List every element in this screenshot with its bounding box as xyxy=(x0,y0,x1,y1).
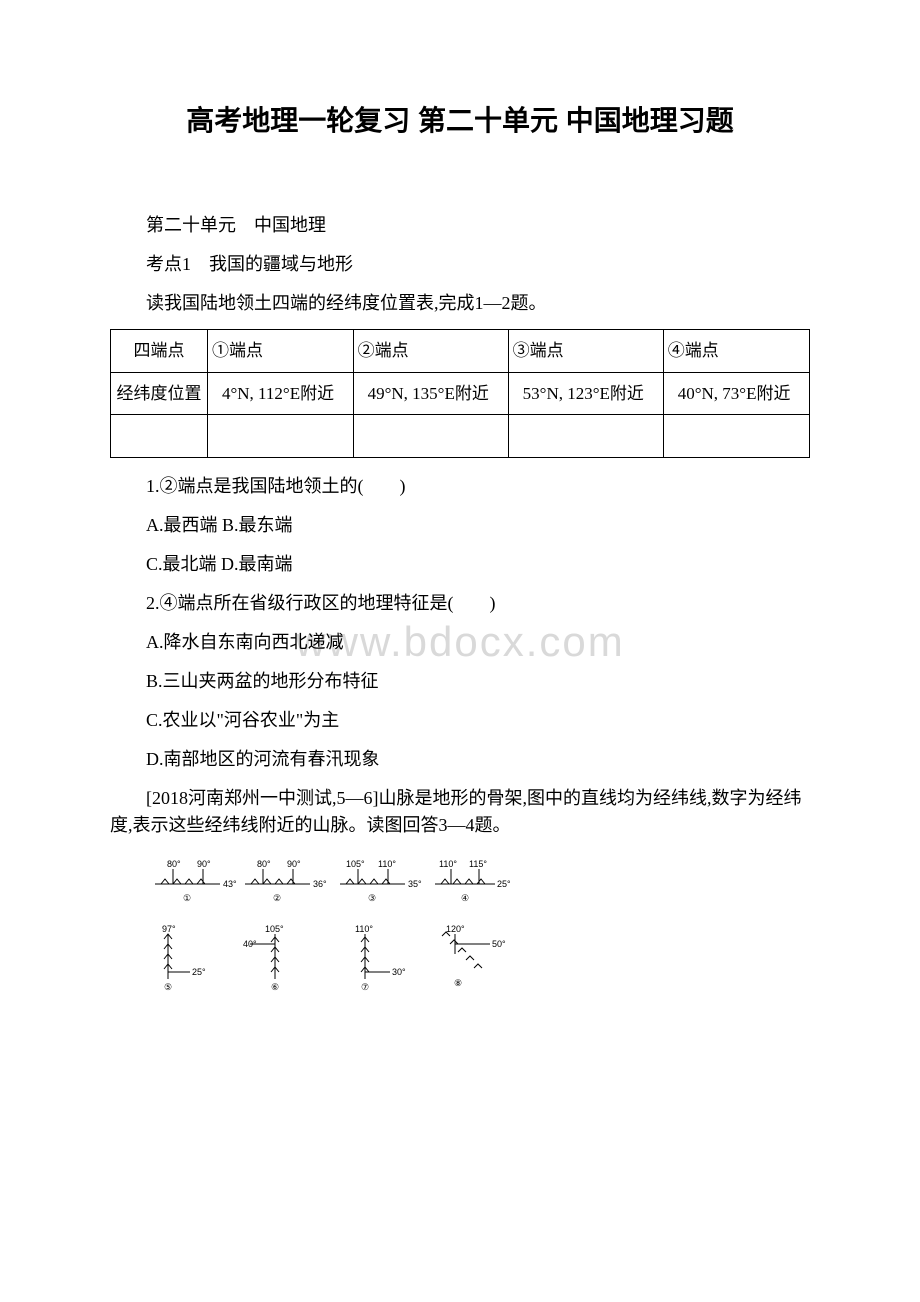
svg-text:50°: 50° xyxy=(492,939,506,949)
passage-2-text: [2018河南郑州一中测试,5—6]山脉是地形的骨架,图中的直线均为经纬线,数字… xyxy=(110,785,810,839)
svg-text:97°: 97° xyxy=(162,924,176,934)
svg-text:③: ③ xyxy=(368,893,376,903)
svg-text:110°: 110° xyxy=(439,859,457,869)
svg-text:25°: 25° xyxy=(497,879,510,889)
question-2-option-d: D.南部地区的河流有春汛现象 xyxy=(110,746,810,773)
question-1-options-ab: A.最西端 B.最东端 xyxy=(110,512,810,539)
table-header-cell: ④端点 xyxy=(663,330,809,373)
question-2-option-c: C.农业以"河谷农业"为主 xyxy=(110,707,810,734)
svg-text:115°: 115° xyxy=(469,859,487,869)
mountain-diagram-svg: 80° 90° 43° ① 80° 90° 36° ② 105° 110° xyxy=(150,854,510,994)
table-header-cell: ②端点 xyxy=(353,330,508,373)
svg-text:43°: 43° xyxy=(223,879,237,889)
mountain-diagrams: 80° 90° 43° ① 80° 90° 36° ② 105° 110° xyxy=(110,854,810,994)
svg-text:90°: 90° xyxy=(197,859,211,869)
page-title: 高考地理一轮复习 第二十单元 中国地理习题 xyxy=(110,100,810,142)
unit-heading: 第二十单元 中国地理 xyxy=(110,212,810,239)
coordinates-table: 四端点 ①端点 ②端点 ③端点 ④端点 经纬度位置 4°N, 112°E附近 4… xyxy=(110,329,810,458)
table-data-row: 经纬度位置 4°N, 112°E附近 49°N, 135°E附近 53°N, 1… xyxy=(111,372,810,415)
svg-text:⑦: ⑦ xyxy=(361,982,369,992)
svg-text:90°: 90° xyxy=(287,859,301,869)
svg-text:①: ① xyxy=(183,893,191,903)
svg-text:25°: 25° xyxy=(192,967,206,977)
svg-text:30°: 30° xyxy=(392,967,406,977)
table-data-cell: 4°N, 112°E附近 xyxy=(207,372,353,415)
topic-heading: 考点1 我国的疆域与地形 xyxy=(110,251,810,278)
svg-text:105°: 105° xyxy=(346,859,365,869)
svg-text:35°: 35° xyxy=(408,879,422,889)
question-2-option-a: A.降水自东南向西北递减 xyxy=(110,629,810,656)
question-2-option-b: B.三山夹两盆的地形分布特征 xyxy=(110,668,810,695)
intro-text: 读我国陆地领土四端的经纬度位置表,完成1—2题。 xyxy=(110,290,810,317)
table-header-cell: 四端点 xyxy=(111,330,208,373)
question-1-options-cd: C.最北端 D.最南端 xyxy=(110,551,810,578)
table-header-row: 四端点 ①端点 ②端点 ③端点 ④端点 xyxy=(111,330,810,373)
svg-text:80°: 80° xyxy=(257,859,271,869)
svg-text:80°: 80° xyxy=(167,859,181,869)
table-data-cell: 49°N, 135°E附近 xyxy=(353,372,508,415)
svg-text:110°: 110° xyxy=(378,859,396,869)
svg-text:40°: 40° xyxy=(243,939,257,949)
table-header-cell: ③端点 xyxy=(508,330,663,373)
question-1-stem: 1.②端点是我国陆地领土的( ) xyxy=(110,473,810,500)
svg-text:110°: 110° xyxy=(355,924,373,934)
table-data-cell: 40°N, 73°E附近 xyxy=(663,372,809,415)
table-empty-row xyxy=(111,415,810,458)
svg-text:⑥: ⑥ xyxy=(271,982,279,992)
question-2-stem: 2.④端点所在省级行政区的地理特征是( ) xyxy=(110,590,810,617)
svg-text:36°: 36° xyxy=(313,879,327,889)
table-data-cell: 53°N, 123°E附近 xyxy=(508,372,663,415)
svg-text:④: ④ xyxy=(461,893,469,903)
table-row-label: 经纬度位置 xyxy=(111,372,208,415)
svg-text:⑤: ⑤ xyxy=(164,982,172,992)
svg-text:②: ② xyxy=(273,893,281,903)
svg-text:120°: 120° xyxy=(446,924,465,934)
table-header-cell: ①端点 xyxy=(207,330,353,373)
svg-text:105°: 105° xyxy=(265,924,284,934)
svg-text:⑧: ⑧ xyxy=(454,978,462,988)
